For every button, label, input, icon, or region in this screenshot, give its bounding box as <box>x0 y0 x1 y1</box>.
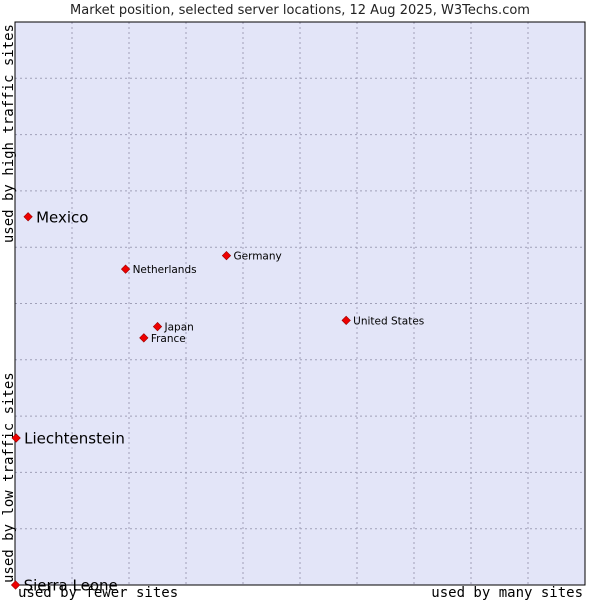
point-label-mexico: Mexico <box>36 208 88 226</box>
point-label-france: France <box>151 333 186 345</box>
point-marker-france <box>139 333 149 343</box>
chart-title: Market position, selected server locatio… <box>70 3 530 18</box>
gridlines <box>15 22 585 585</box>
plot-border <box>14 21 586 586</box>
point-marker-japan <box>152 321 163 332</box>
point-label-sierra-leone: Sierra Leone <box>24 577 118 595</box>
point-label-liechtenstein: Liechtenstein <box>24 430 125 448</box>
point-marker-germany <box>221 251 232 261</box>
y-axis-label-top: used by high traffic sites <box>1 24 17 243</box>
point-label-japan: Japan <box>164 322 194 334</box>
point-marker-netherlands <box>120 264 131 274</box>
data-points: Mexico Liechtenstein Sierra Leone Germany Ne… <box>10 208 424 595</box>
point-label-united-states: United States <box>353 315 424 327</box>
point-marker-liechtenstein <box>11 433 21 443</box>
point-marker-sierra-leone <box>10 580 21 590</box>
y-axis-label-bottom: used by low traffic sites <box>1 372 17 583</box>
point-label-germany: Germany <box>233 251 281 263</box>
point-label-netherlands: Netherlands <box>133 264 197 276</box>
point-marker-united-states <box>341 315 351 326</box>
x-axis-label-left: used by fewer sites <box>18 585 178 600</box>
x-axis-label-right: used by many sites <box>431 585 583 600</box>
point-marker-mexico <box>23 212 33 222</box>
